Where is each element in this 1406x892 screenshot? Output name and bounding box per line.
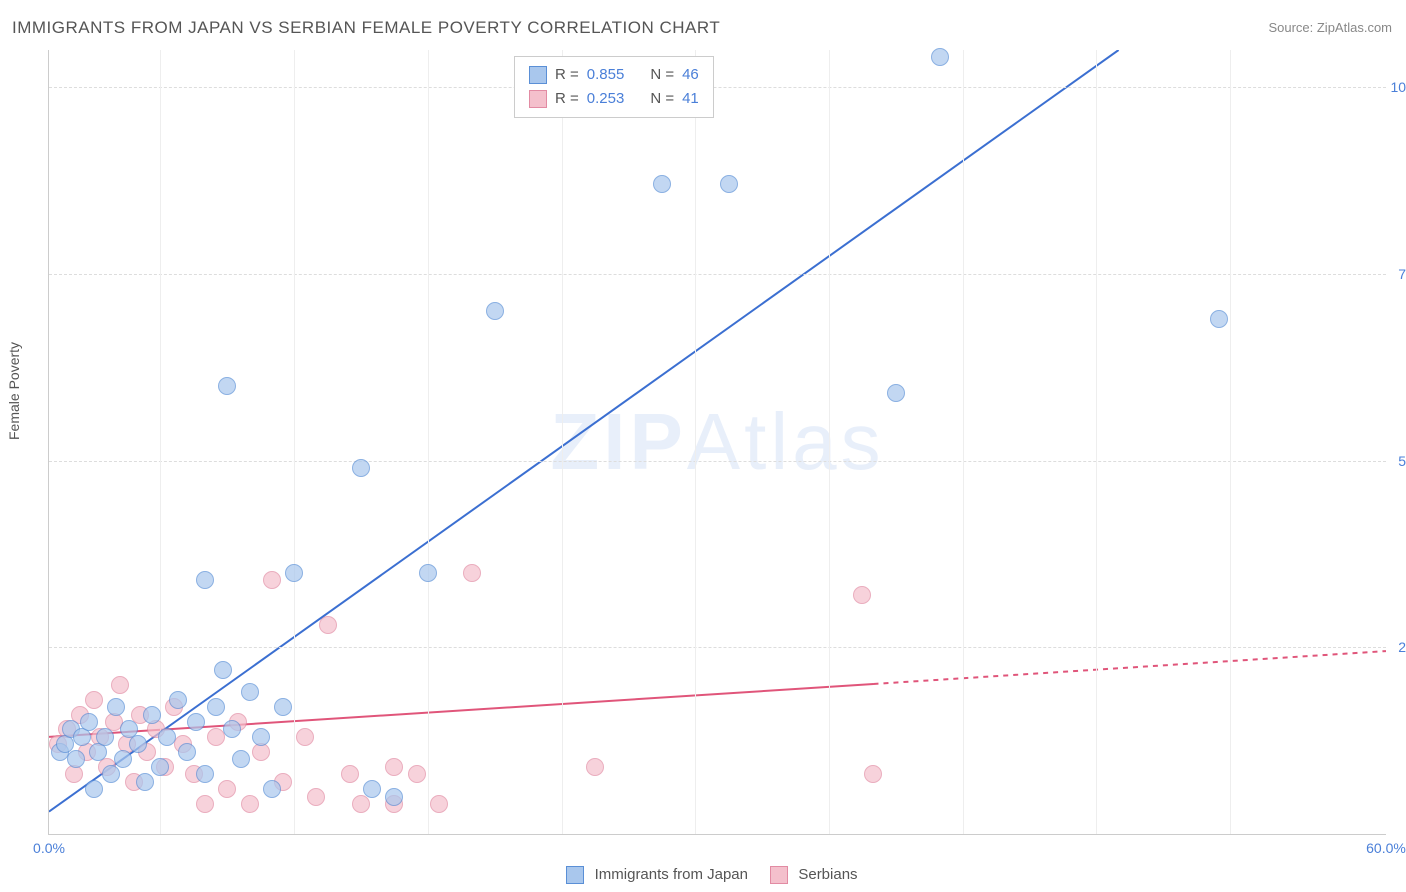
data-point xyxy=(85,691,103,709)
gridline-vertical xyxy=(294,50,295,834)
legend-row: R = 0.253 N = 41 xyxy=(529,87,699,111)
data-point xyxy=(341,765,359,783)
gridline-horizontal xyxy=(49,461,1386,462)
data-point xyxy=(107,698,125,716)
y-tick-label: 50.0% xyxy=(1398,453,1406,469)
legend-swatch xyxy=(529,90,547,108)
data-point xyxy=(586,758,604,776)
legend-r-value: 0.855 xyxy=(587,63,625,87)
correlation-legend: R = 0.855 N = 46 R = 0.253 N = 41 xyxy=(514,56,714,118)
gridline-horizontal xyxy=(49,647,1386,648)
data-point xyxy=(129,735,147,753)
data-point xyxy=(85,780,103,798)
data-point xyxy=(111,676,129,694)
data-point xyxy=(187,713,205,731)
data-point xyxy=(241,795,259,813)
data-point xyxy=(223,720,241,738)
y-axis-label: Female Poverty xyxy=(6,342,22,440)
data-point xyxy=(218,780,236,798)
data-point xyxy=(67,750,85,768)
data-point xyxy=(80,713,98,731)
legend-n-label: N = xyxy=(650,63,674,87)
data-point xyxy=(363,780,381,798)
data-point xyxy=(887,384,905,402)
data-point xyxy=(143,706,161,724)
legend-r-value: 0.253 xyxy=(587,87,625,111)
gridline-vertical xyxy=(1230,50,1231,834)
data-point xyxy=(486,302,504,320)
data-point xyxy=(1210,310,1228,328)
legend-r-label: R = xyxy=(555,87,579,111)
y-tick-label: 75.0% xyxy=(1398,266,1406,282)
data-point xyxy=(96,728,114,746)
legend-n-value: 41 xyxy=(682,87,699,111)
gridline-vertical xyxy=(562,50,563,834)
chart-source: Source: ZipAtlas.com xyxy=(1268,20,1392,35)
gridline-vertical xyxy=(695,50,696,834)
data-point xyxy=(430,795,448,813)
data-point xyxy=(151,758,169,776)
data-point xyxy=(931,48,949,66)
legend-row: R = 0.855 N = 46 xyxy=(529,63,699,87)
data-point xyxy=(169,691,187,709)
data-point xyxy=(653,175,671,193)
legend-n-label: N = xyxy=(650,87,674,111)
y-tick-label: 100.0% xyxy=(1391,79,1406,95)
gridline-vertical xyxy=(1096,50,1097,834)
data-point xyxy=(864,765,882,783)
trend-lines xyxy=(49,50,1386,834)
data-point xyxy=(419,564,437,582)
legend-swatch xyxy=(529,66,547,84)
data-point xyxy=(319,616,337,634)
data-point xyxy=(232,750,250,768)
legend-n-value: 46 xyxy=(682,63,699,87)
data-point xyxy=(285,564,303,582)
legend-label-a: Immigrants from Japan xyxy=(595,866,748,883)
data-point xyxy=(853,586,871,604)
data-point xyxy=(218,377,236,395)
data-point xyxy=(463,564,481,582)
gridline-vertical xyxy=(428,50,429,834)
data-point xyxy=(136,773,154,791)
data-point xyxy=(385,788,403,806)
bottom-legend: Immigrants from Japan Serbians xyxy=(0,866,1406,884)
data-point xyxy=(385,758,403,776)
data-point xyxy=(114,750,132,768)
data-point xyxy=(274,698,292,716)
data-point xyxy=(196,571,214,589)
y-tick-label: 25.0% xyxy=(1398,639,1406,655)
legend-label-b: Serbians xyxy=(798,866,857,883)
data-point xyxy=(296,728,314,746)
x-tick-label: 0.0% xyxy=(33,840,65,856)
legend-swatch-b xyxy=(770,866,788,884)
watermark: ZIPAtlas xyxy=(550,396,884,488)
gridline-vertical xyxy=(160,50,161,834)
data-point xyxy=(263,571,281,589)
data-point xyxy=(196,765,214,783)
data-point xyxy=(102,765,120,783)
gridline-vertical xyxy=(829,50,830,834)
data-point xyxy=(352,459,370,477)
data-point xyxy=(241,683,259,701)
data-point xyxy=(720,175,738,193)
data-point xyxy=(263,780,281,798)
legend-r-label: R = xyxy=(555,63,579,87)
data-point xyxy=(178,743,196,761)
plot-area: ZIPAtlas 25.0%50.0%75.0%100.0%0.0%60.0%R… xyxy=(48,50,1386,835)
data-point xyxy=(207,698,225,716)
data-point xyxy=(196,795,214,813)
x-tick-label: 60.0% xyxy=(1366,840,1406,856)
data-point xyxy=(408,765,426,783)
legend-swatch-a xyxy=(566,866,584,884)
data-point xyxy=(252,728,270,746)
gridline-vertical xyxy=(963,50,964,834)
data-point xyxy=(214,661,232,679)
data-point xyxy=(158,728,176,746)
data-point xyxy=(307,788,325,806)
data-point xyxy=(352,795,370,813)
gridline-horizontal xyxy=(49,87,1386,88)
gridline-horizontal xyxy=(49,274,1386,275)
chart-title: IMMIGRANTS FROM JAPAN VS SERBIAN FEMALE … xyxy=(12,18,720,38)
